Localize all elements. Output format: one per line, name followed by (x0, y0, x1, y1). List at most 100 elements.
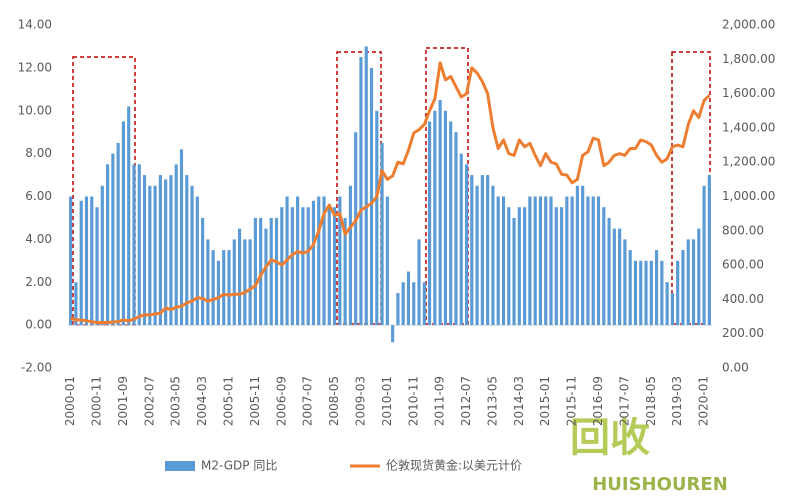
y2-tick-label: 1,000.00 (722, 189, 775, 203)
bar (570, 196, 574, 326)
y-tick-label: -2.00 (21, 361, 52, 375)
bar (106, 164, 110, 326)
x-tick-label: 2007-07 (301, 376, 315, 426)
bar (290, 207, 294, 326)
bar (348, 185, 352, 326)
y-tick-label: 4.00 (25, 232, 52, 246)
bar (528, 196, 532, 326)
bar (607, 217, 611, 326)
bar (364, 46, 368, 326)
legend-label: 伦敦现货黄金:以美元计价 (386, 458, 522, 473)
bar (391, 325, 395, 343)
bar (153, 185, 157, 326)
x-tick-label: 2009-03 (353, 376, 367, 426)
bar (464, 164, 469, 326)
y-tick-label: 8.00 (25, 146, 52, 160)
x-tick-label: 2005-11 (248, 376, 262, 426)
bar (449, 121, 453, 326)
x-tick-label: 2018-05 (644, 376, 658, 426)
bar (475, 185, 479, 326)
bar (116, 142, 120, 326)
x-tick-label: 2005-01 (222, 376, 236, 426)
watermark-mark: 回收 (570, 415, 650, 461)
x-tick-label: 2013-05 (485, 376, 499, 426)
bar (322, 196, 326, 326)
bar (90, 196, 94, 326)
bar (179, 149, 184, 326)
legend-swatch (165, 461, 195, 471)
x-tick-label: 2016-09 (591, 376, 605, 426)
x-tick-label: 2010-01 (380, 376, 394, 426)
bar (438, 100, 442, 326)
bar (586, 196, 590, 326)
bar (142, 175, 147, 326)
x-tick-label: 2004-03 (195, 376, 209, 426)
bar (121, 121, 126, 326)
x-tick-label: 2015-11 (565, 376, 579, 426)
bar (84, 196, 89, 326)
y-tick-label: 14.00 (18, 18, 52, 32)
bar (665, 282, 669, 326)
bar (401, 282, 405, 326)
bar (185, 175, 189, 326)
bar (628, 250, 632, 326)
bar (406, 271, 411, 326)
watermark-text: HUISHOUREN (592, 474, 728, 495)
bar (327, 207, 331, 326)
y2-tick-label: 200.00 (722, 326, 764, 340)
bar (554, 207, 558, 326)
bar (433, 110, 437, 326)
bar (681, 250, 685, 326)
bar (491, 185, 495, 326)
bar (169, 175, 173, 326)
bar (676, 260, 680, 326)
x-tick-label: 2015-01 (538, 376, 552, 426)
bar (222, 250, 226, 326)
bar (639, 260, 643, 326)
bar (702, 185, 706, 326)
bar (454, 132, 458, 326)
bar (480, 175, 484, 326)
bar (317, 196, 321, 326)
bar (396, 292, 400, 326)
bar (422, 282, 426, 326)
bar (660, 260, 664, 326)
y2-tick-label: 800.00 (722, 223, 764, 237)
bar (486, 175, 490, 326)
bar (591, 196, 595, 326)
bar (443, 110, 448, 326)
bar (470, 175, 474, 326)
bar (311, 200, 316, 326)
x-tick-label: 2011-09 (433, 376, 447, 426)
bar (343, 217, 347, 326)
y-tick-label: 0.00 (25, 318, 52, 332)
y2-tick-label: 1,200.00 (722, 155, 775, 169)
bar (559, 207, 564, 326)
bar (523, 207, 527, 326)
bar (164, 179, 168, 326)
x-tick-label: 2012-07 (459, 376, 473, 426)
bar (544, 196, 548, 326)
bar (148, 185, 152, 326)
bar (201, 217, 205, 326)
y2-tick-label: 1,600.00 (722, 86, 775, 100)
bar (95, 207, 99, 326)
bar (633, 260, 638, 326)
bar (158, 175, 162, 326)
bar (369, 67, 374, 326)
bar (137, 164, 141, 326)
bar (654, 250, 659, 326)
y-tick-label: 10.00 (18, 103, 52, 117)
bar (227, 250, 231, 326)
bar (216, 260, 221, 326)
bar (359, 57, 363, 326)
bar (618, 228, 622, 326)
x-tick-label: 2017-07 (617, 376, 631, 426)
y-tick-label: 12.00 (18, 60, 52, 74)
bar (565, 196, 569, 326)
bar (301, 207, 305, 326)
bar (375, 110, 379, 326)
bar (602, 207, 606, 326)
legend-label: M2-GDP 同比 (201, 459, 277, 473)
